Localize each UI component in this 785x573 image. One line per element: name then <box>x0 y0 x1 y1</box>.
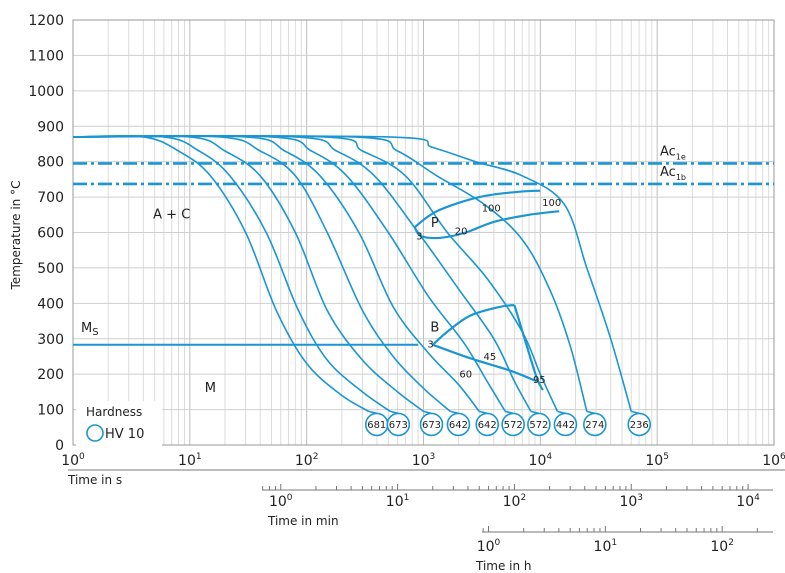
legend: Hardness HV 10 <box>76 401 162 447</box>
plot-border <box>72 19 775 446</box>
hours-tick-label: 102 <box>710 538 734 555</box>
hardness-circle <box>583 412 607 437</box>
x-tick-label-seconds: 101 <box>178 452 202 469</box>
phase-percent-label: 3 <box>427 340 433 351</box>
y-tick-label: 400 <box>37 296 64 312</box>
x-tick-label-seconds: 102 <box>295 452 319 469</box>
y-tick-label: 600 <box>37 226 64 242</box>
y-tick-label: 0 <box>55 438 64 454</box>
y-tick-label: 300 <box>37 332 64 348</box>
x-tick-label-seconds: 104 <box>529 452 553 469</box>
y-axis-label: Temperature in °C <box>9 181 23 291</box>
plot-frame <box>72 19 775 446</box>
region-label: B <box>430 321 439 336</box>
y-tick-label: 1200 <box>28 13 64 29</box>
ac-label: Ac1e <box>660 144 686 161</box>
x-tick-label-seconds: 106 <box>762 452 785 469</box>
hardness-circle <box>527 412 551 437</box>
region-label: M <box>205 381 216 396</box>
ac-label: Ac1b <box>660 165 686 182</box>
hardness-circle <box>419 412 444 437</box>
cooling-curve <box>72 135 370 413</box>
phase-percent-label: 95 <box>533 375 546 386</box>
hardness-value: 442 <box>556 420 575 431</box>
ms-label: MS <box>81 321 99 338</box>
hardness-value: 681 <box>367 420 386 431</box>
legend-hardness-icon <box>86 424 104 442</box>
hardness-value: 673 <box>389 420 408 431</box>
bainite-right-line <box>513 304 544 391</box>
minutes-tick-label: 100 <box>269 493 293 510</box>
hardness-circle <box>501 412 525 437</box>
minutes-tick-label: 104 <box>736 493 760 510</box>
region-label: P <box>431 216 439 231</box>
y-tick-label: 700 <box>37 190 64 206</box>
x-tick-label-seconds: 103 <box>412 452 436 469</box>
y-tick-label: 1100 <box>28 48 64 64</box>
y-tick-label: 500 <box>37 261 64 277</box>
cooling-curves: 681 673 673 642 642 572 572 442 274 236 <box>72 135 652 437</box>
y-tick-label: 200 <box>37 367 64 383</box>
phase-percent-label: 20 <box>455 226 468 237</box>
y-tick-label: 900 <box>37 119 64 135</box>
hardness-circle <box>446 412 471 437</box>
minutes-tick-label: 103 <box>619 493 643 510</box>
y-tick-label: 100 <box>37 403 64 419</box>
phase-percent-label: 45 <box>484 352 497 363</box>
hardness-value: 673 <box>422 420 441 431</box>
minutes-tick-label: 101 <box>386 493 410 510</box>
region-label: A + C <box>153 207 190 222</box>
hardness-value: 572 <box>504 420 523 431</box>
reference-lines: Ac1e Ac1b MS <box>73 144 774 346</box>
hardness-value: 642 <box>478 420 497 431</box>
hardness-value: 642 <box>449 420 468 431</box>
legend-title: Hardness <box>86 405 142 419</box>
x-tick-label-seconds: 100 <box>61 452 85 469</box>
y-tick-label: 1000 <box>28 84 64 100</box>
phase-percent-label: 100 <box>482 203 501 214</box>
minutes-tick-label: 102 <box>503 493 527 510</box>
hardness-value: 236 <box>630 420 649 431</box>
hardness-circle <box>386 412 411 437</box>
hours-tick-label: 101 <box>594 538 618 555</box>
hardness-value: 274 <box>585 420 604 431</box>
hours-tick-label: 100 <box>477 538 501 555</box>
hardness-circle <box>475 412 500 437</box>
hardness-circle <box>627 412 652 437</box>
bainite-finish-line <box>432 343 538 383</box>
grid <box>72 19 775 446</box>
phase-percent-label: 100 <box>542 198 561 209</box>
phase-percent-label: 60 <box>459 370 472 381</box>
cooling-curve <box>72 135 632 412</box>
x-axis-label-minutes: Time in min <box>267 514 339 528</box>
x-axis-label-seconds: Time in s <box>67 473 122 487</box>
hardness-circle <box>553 412 578 437</box>
axes: 0100200300400500600700800900100011001200… <box>28 13 785 555</box>
cooling-curve <box>72 135 424 413</box>
phase-percent-label: 3 <box>416 232 422 243</box>
legend-entry: HV 10 <box>105 427 144 442</box>
x-tick-label-seconds: 105 <box>645 452 669 469</box>
hardness-value: 572 <box>529 420 548 431</box>
x-axis-label-hours: Time in h <box>475 559 532 573</box>
cooling-curve <box>72 135 391 413</box>
annotations: A + C M P B 3 20 100 100 3 45 60 95 <box>153 198 561 396</box>
cooling-curve <box>72 135 559 412</box>
pearlite-start-line <box>414 189 541 229</box>
y-tick-label: 800 <box>37 155 64 171</box>
